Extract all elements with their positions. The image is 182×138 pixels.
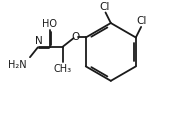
- Text: O: O: [72, 32, 80, 43]
- Text: N: N: [35, 36, 42, 46]
- Text: Cl: Cl: [100, 2, 110, 12]
- Text: HO: HO: [41, 18, 57, 29]
- Text: CH₃: CH₃: [54, 64, 72, 74]
- Text: Cl: Cl: [137, 16, 147, 26]
- Text: H₂N: H₂N: [8, 60, 27, 71]
